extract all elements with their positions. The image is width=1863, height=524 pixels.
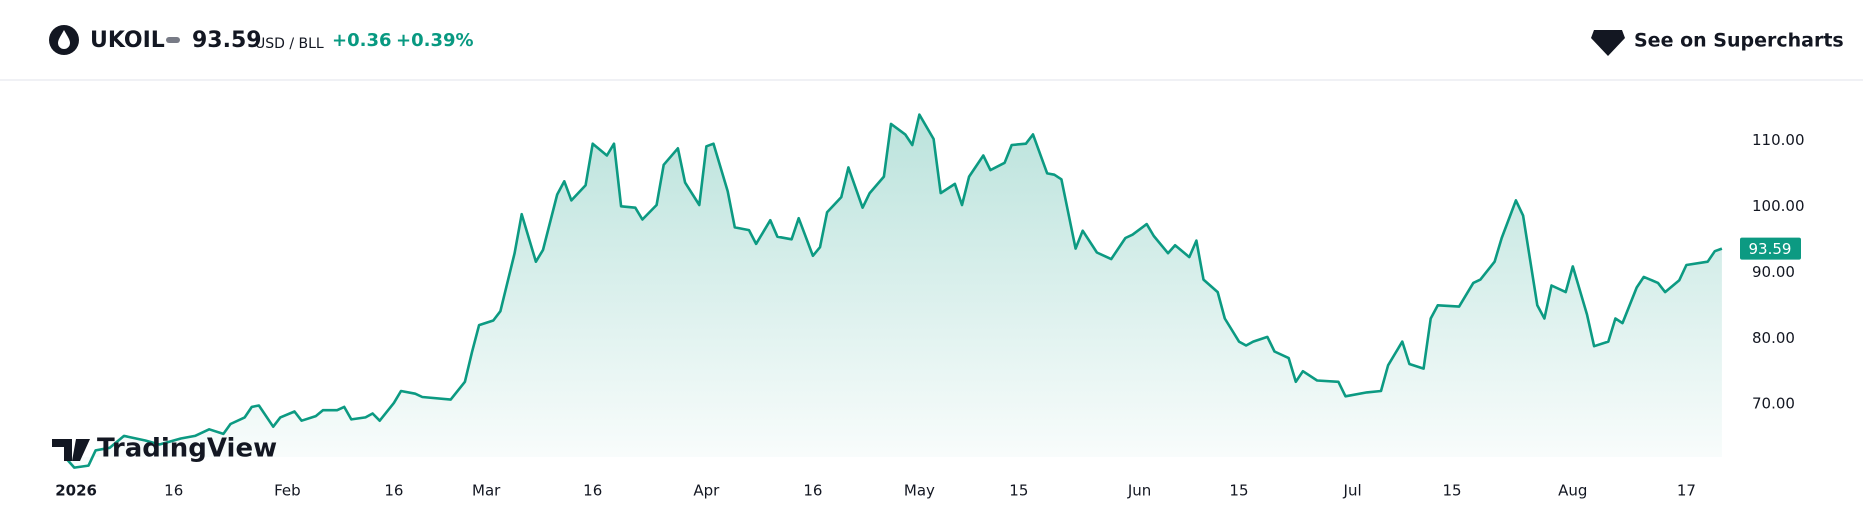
- x-tick-label: 15: [1229, 482, 1248, 500]
- overlay: 93.59: [1740, 237, 1801, 260]
- x-tick-label: May: [904, 482, 935, 500]
- x-tick-label: 16: [583, 482, 602, 500]
- x-tick-label: Apr: [693, 482, 720, 500]
- status-pill: [166, 37, 180, 43]
- line: [66, 113, 1723, 469]
- x-tick-label: 16: [803, 482, 822, 500]
- x-tick-label: Feb: [274, 482, 301, 500]
- x-tick-label: 15: [1442, 482, 1461, 500]
- x-tick-label: Mar: [472, 482, 501, 500]
- change-pct: +0.39%: [396, 30, 474, 51]
- x-tick-label: Jun: [1127, 482, 1151, 500]
- x-tick-label: 2026: [55, 482, 97, 500]
- supercharts-icon[interactable]: [1591, 30, 1625, 56]
- last-price-label: 93.59: [1749, 240, 1792, 258]
- y-tick-label: 70.00: [1752, 395, 1795, 413]
- plot: 70.00 80.00 90.00 100.00 110.00 2026 16 Feb 16 Ma…: [55, 113, 1805, 500]
- symbol[interactable]: UKOIL: [90, 28, 165, 53]
- supercharts-link[interactable]: See on Supercharts: [1634, 30, 1844, 52]
- brand-logo: [52, 439, 90, 461]
- last-price-tag: [1740, 237, 1801, 260]
- price: 93.59: [192, 28, 262, 53]
- y-tick-label: 80.00: [1752, 329, 1795, 347]
- y-tick-label: 110.00: [1752, 131, 1805, 149]
- x-tick-label: 15: [1009, 482, 1028, 500]
- y-tick-label: 100.00: [1752, 197, 1805, 215]
- unit: USD / BLL: [255, 36, 324, 52]
- x-tick-label: 16: [164, 482, 183, 500]
- brand: TradingView: [97, 434, 277, 464]
- x-tick-label: Jul: [1343, 482, 1362, 500]
- x-tick-label: Aug: [1558, 482, 1587, 500]
- change: +0.36: [332, 30, 392, 51]
- x-tick-label: 16: [384, 482, 403, 500]
- x-tick-label: 17: [1677, 482, 1696, 500]
- drop-icon: [58, 30, 70, 49]
- y-tick-label: 90.00: [1752, 263, 1795, 281]
- area: [67, 114, 1722, 468]
